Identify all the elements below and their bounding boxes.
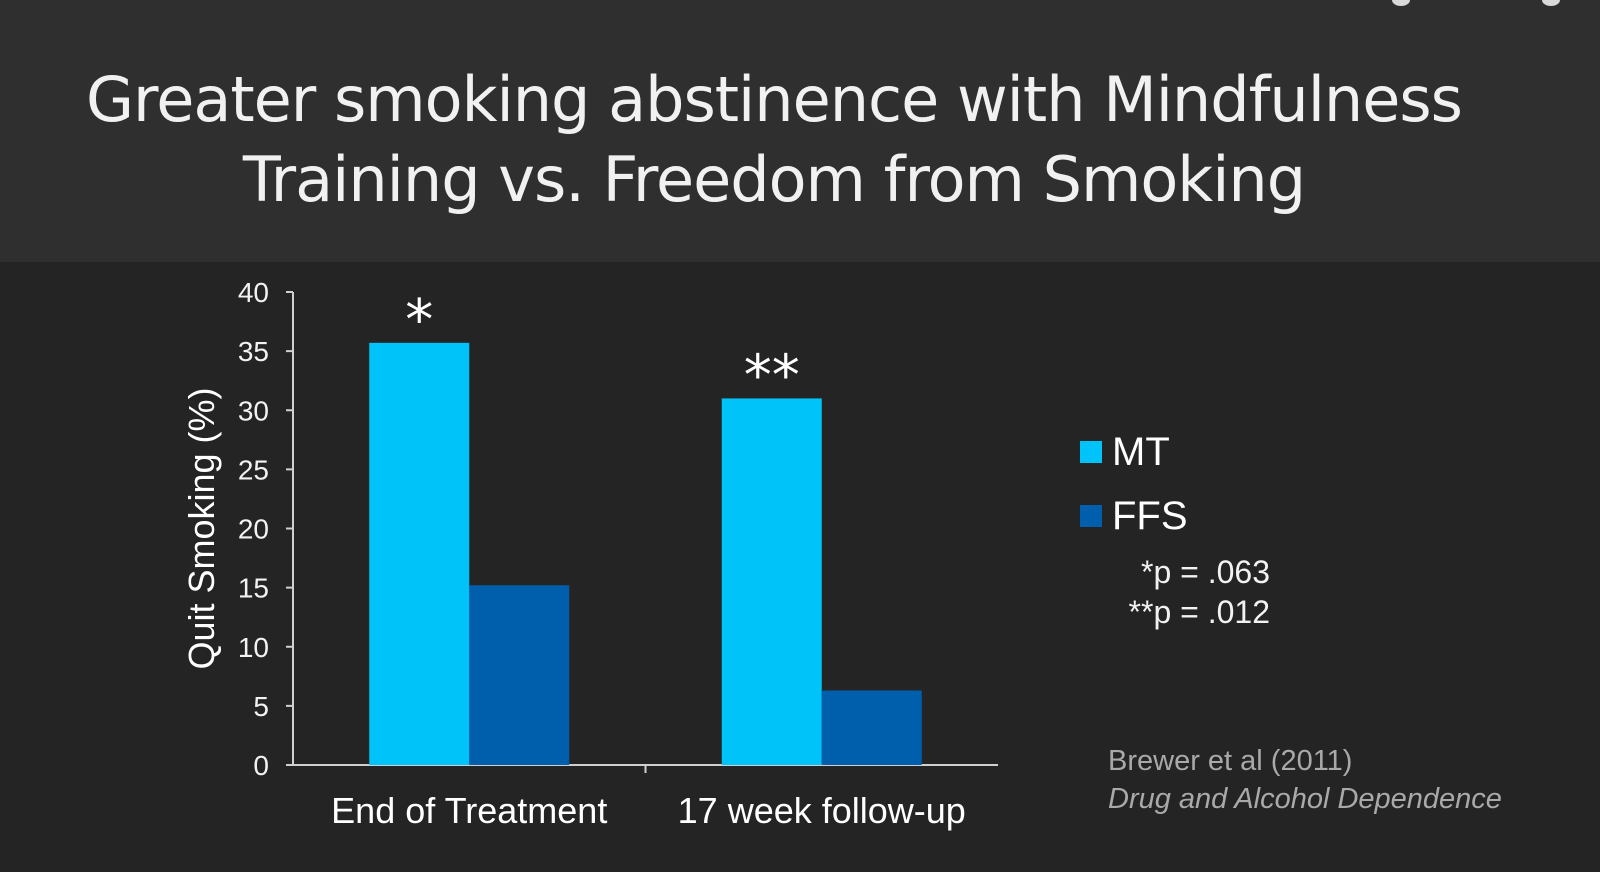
y-tick-label: 5 (253, 691, 269, 722)
y-tick-label: 25 (238, 454, 269, 485)
corner-dot-right (1542, 0, 1560, 6)
bar-mt-1 (369, 342, 470, 765)
x-category-label: 17 week follow-up (678, 790, 966, 831)
bar-ffs-2 (821, 690, 922, 765)
y-tick-label: 35 (238, 336, 269, 367)
significance-mark: * (405, 288, 433, 353)
y-tick-label: 15 (238, 573, 269, 604)
corner-dot-left (1392, 0, 1410, 6)
p-value-note-2: **p = .012 (1128, 594, 1270, 630)
slide-title: Greater smoking abstinence with Mindfuln… (0, 60, 1548, 220)
slide-title-line-1: Greater smoking abstinence with Mindfuln… (86, 62, 1463, 136)
legend-label-mt: MT (1112, 429, 1170, 474)
p-value-notes: *p = .063 **p = .012 (1040, 552, 1270, 632)
y-tick-label: 10 (238, 632, 269, 663)
slide-title-line-2: Training vs. Freedom from Smoking (242, 142, 1306, 216)
bar-ffs-1 (469, 585, 570, 765)
p-value-note-1: *p = .063 (1141, 554, 1270, 590)
legend-swatch-mt (1080, 441, 1102, 463)
title-band (0, 0, 1600, 262)
y-tick-label: 40 (238, 277, 269, 308)
citation-journal: Drug and Alcohol Dependence (1108, 783, 1502, 815)
legend-swatch-ffs (1080, 505, 1102, 527)
legend-item-mt: MT (1080, 420, 1188, 484)
bar-chart: 0 5 10 15 20 25 30 35 40 Quit Smoking (%) * End of … (181, 277, 998, 831)
x-category-label: End of Treatment (331, 790, 607, 831)
y-tick-label: 20 (238, 514, 269, 545)
bar-mt-2 (721, 398, 822, 765)
significance-mark: ** (744, 343, 800, 408)
legend-label-ffs: FFS (1112, 493, 1188, 538)
y-tick-label: 0 (253, 750, 269, 781)
y-tick-label: 30 (238, 395, 269, 426)
y-axis-label: Quit Smoking (%) (181, 387, 222, 669)
citation-authors: Brewer et al (2011) (1108, 745, 1353, 777)
legend-item-ffs: FFS (1080, 484, 1188, 548)
citation: Brewer et al (2011) Drug and Alcohol Dep… (1108, 742, 1502, 818)
chart-legend: MT FFS (1080, 420, 1188, 548)
